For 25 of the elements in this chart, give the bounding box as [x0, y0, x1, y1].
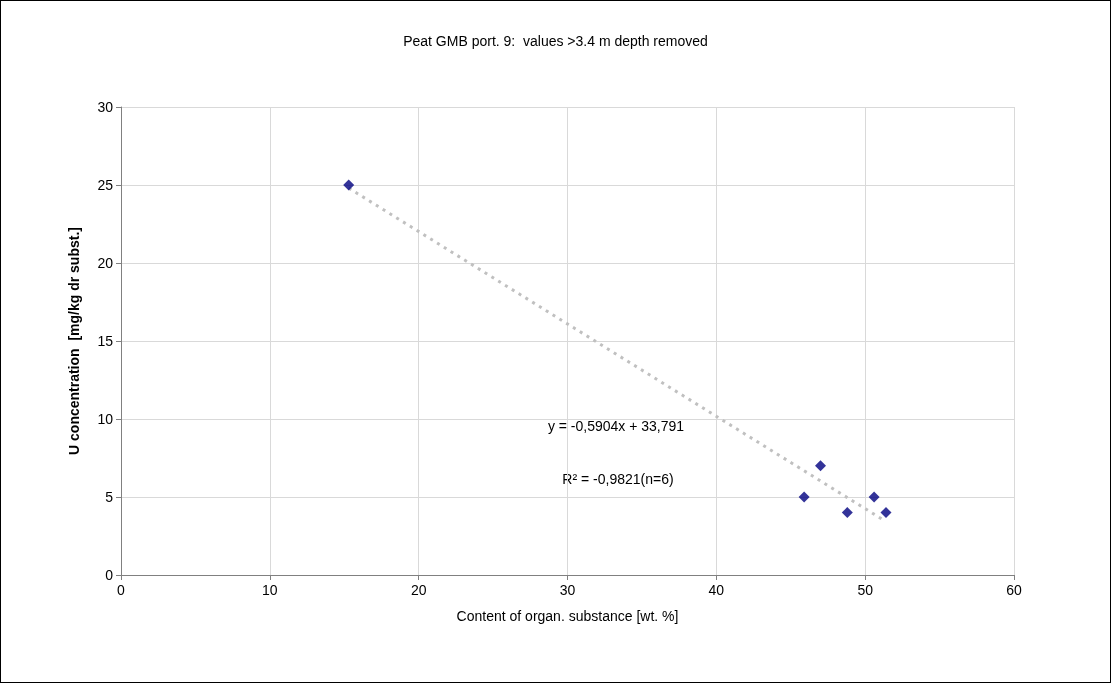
- point: [343, 179, 355, 191]
- y-tick-label: 20: [97, 255, 114, 271]
- x-tick-label: 60: [1006, 582, 1022, 598]
- y-tick-label: 5: [105, 489, 114, 505]
- y-axis-title: U concentration [mg/kg dr subst.]: [66, 227, 82, 455]
- x-tick-label: 20: [410, 582, 427, 598]
- y-tick-label: 15: [97, 333, 114, 349]
- x-tick-label: 30: [559, 582, 576, 598]
- x-tick-label: 10: [262, 582, 278, 598]
- y-tick-label: 10: [97, 411, 114, 427]
- y-tick-label: 0: [105, 567, 114, 583]
- x-tick-label: 50: [857, 582, 874, 598]
- annotation: R² = -0,9821(n=6): [562, 471, 674, 487]
- y-tick-label: 25: [97, 177, 114, 193]
- x-tick-label: 0: [117, 582, 126, 598]
- point: [868, 491, 880, 503]
- point: [798, 491, 810, 503]
- x-tick-label: 40: [708, 582, 725, 598]
- x-axis-title: Content of organ. substance [wt. %]: [456, 608, 679, 624]
- annotation: y = -0,5904x + 33,791: [547, 418, 685, 434]
- point: [841, 507, 853, 519]
- point: [880, 507, 892, 519]
- point: [815, 460, 827, 472]
- y-tick-label: 30: [97, 99, 114, 115]
- chart-title: Peat GMB port. 9: values >3.4 m depth removed: [403, 33, 708, 49]
